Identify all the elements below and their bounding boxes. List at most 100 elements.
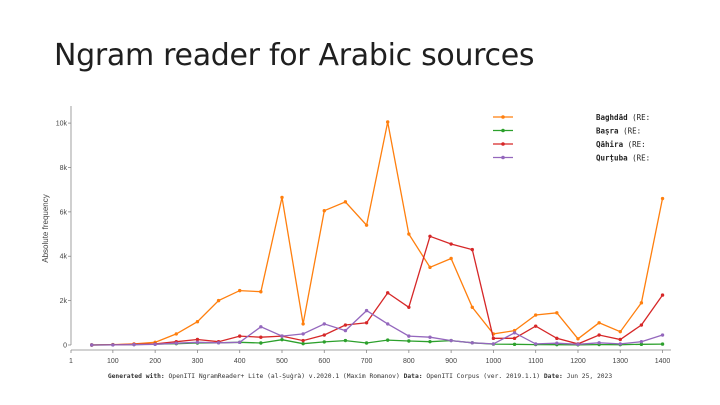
data-point	[555, 341, 559, 345]
data-point	[364, 223, 369, 227]
data-point	[555, 311, 559, 315]
data-point	[280, 337, 284, 342]
x-tick-label: 300	[192, 358, 204, 365]
slide-title: Ngram reader for Arabic sources	[54, 38, 535, 73]
legend-series-tag: (RE:	[628, 154, 651, 163]
data-point	[618, 329, 622, 334]
data-point	[512, 331, 517, 335]
x-tick-label: 600	[318, 358, 330, 365]
data-point	[364, 308, 369, 313]
data-point	[618, 337, 622, 342]
legend-series-name: Baghdād	[596, 113, 628, 122]
data-point	[555, 336, 559, 341]
data-point	[660, 293, 665, 297]
x-tick-label: 200	[149, 358, 161, 365]
data-point	[195, 337, 200, 342]
legend-series-tag: (RE:	[623, 140, 646, 149]
data-point	[280, 334, 284, 338]
series-line	[91, 309, 663, 346]
data-point	[449, 338, 453, 343]
data-point	[491, 342, 496, 346]
y-tick-label: 4k	[60, 254, 68, 261]
data-point	[533, 342, 538, 346]
y-tick-label: 8k	[60, 165, 68, 172]
data-point	[301, 338, 305, 343]
data-point	[512, 336, 517, 341]
data-point	[428, 234, 432, 238]
data-point	[364, 341, 369, 345]
legend-label: Baṣra (RE:	[596, 127, 641, 136]
data-point	[153, 342, 157, 347]
data-point	[322, 322, 326, 326]
data-point	[301, 322, 305, 326]
data-point	[660, 196, 665, 201]
x-tick-label: 800	[403, 358, 415, 365]
legend-swatch-point	[501, 142, 505, 146]
data-point	[470, 247, 474, 252]
data-point	[660, 342, 665, 346]
data-point	[301, 332, 305, 336]
footer-date-label: Date:	[543, 373, 563, 380]
legend-series-tag: (RE:	[619, 127, 642, 136]
data-point	[639, 339, 644, 344]
data-point	[259, 335, 263, 339]
footer-date-value: Jun 25, 2023	[566, 373, 613, 380]
data-point	[174, 341, 178, 345]
data-point	[639, 323, 644, 327]
data-point	[343, 338, 348, 343]
data-point	[407, 334, 411, 338]
data-point	[512, 342, 517, 347]
data-point	[597, 333, 601, 337]
legend-series-name: Baṣra	[596, 127, 619, 136]
x-tick-label: 100	[107, 358, 119, 365]
x-tick-label: 1	[69, 358, 73, 365]
data-point	[597, 341, 601, 345]
series-line	[91, 121, 664, 346]
legend-label: Baghdād (RE:	[596, 113, 650, 122]
data-point	[322, 333, 326, 337]
data-point	[216, 298, 221, 303]
x-tick-label: 500	[276, 358, 288, 365]
x-tick-label: 1300	[612, 358, 628, 365]
legend-swatch-point	[501, 128, 505, 133]
x-tick-label: 900	[445, 358, 457, 365]
data-point	[343, 323, 348, 327]
data-point	[132, 342, 136, 347]
footer-generated-label: Generated with:	[107, 373, 165, 380]
data-point	[639, 342, 644, 347]
legend-swatch-point	[501, 155, 505, 160]
x-tick-label: 1400	[655, 358, 671, 365]
legend-label: Qurṭuba (RE:	[596, 154, 650, 163]
footer-generated-value: OpenITI NgramReader+ Lite (al-Ṣuġrà) v.2…	[168, 373, 400, 380]
legend-series-name: Qurṭuba	[596, 154, 628, 163]
data-point	[322, 209, 326, 213]
chart-series	[90, 120, 665, 347]
data-point	[428, 339, 432, 344]
y-tick-label: 0	[63, 343, 67, 350]
data-point	[364, 321, 369, 325]
data-point	[259, 325, 263, 329]
data-point	[407, 339, 411, 343]
chart-footer: Generated with: OpenITI NgramReader+ Lit…	[0, 373, 720, 380]
data-point	[428, 265, 432, 270]
data-point	[407, 305, 411, 309]
data-point	[533, 313, 538, 317]
data-point	[407, 232, 411, 236]
data-point	[386, 322, 390, 326]
data-point	[386, 338, 390, 342]
data-point	[259, 341, 263, 345]
legend-series-name: Qāhira	[596, 140, 624, 149]
data-point	[174, 332, 178, 336]
data-point	[449, 256, 453, 261]
footer-data-value: OpenITI Corpus (ver. 2019.1.1)	[426, 373, 541, 380]
data-point	[386, 120, 390, 124]
data-point	[280, 195, 284, 200]
data-point	[597, 321, 601, 325]
x-tick-label: 1100	[528, 358, 543, 365]
data-point	[343, 200, 348, 204]
data-point	[259, 290, 263, 294]
x-tick-label: 700	[361, 358, 373, 365]
y-tick-label: 6k	[60, 209, 68, 216]
